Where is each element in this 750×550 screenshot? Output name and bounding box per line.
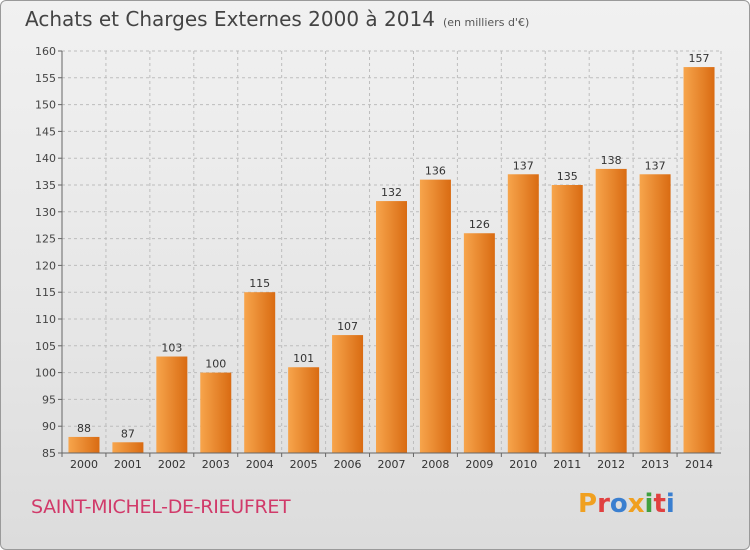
- value-label: 135: [557, 170, 578, 183]
- logo-letter: i: [665, 489, 675, 519]
- bars: 88 87 103 100 115 101 107 132 136 126 137 135 138 137…: [68, 52, 715, 454]
- axes: 85 90 95 100 105 110 115 120 125 130 135 140 145 150 1…: [35, 45, 721, 471]
- bar-2004: [244, 292, 276, 453]
- y-tick-label: 90: [42, 420, 56, 433]
- chart-unit: (en milliers d'€): [442, 16, 530, 29]
- logo-letter: t: [653, 489, 666, 519]
- value-label: 126: [469, 218, 490, 231]
- y-tick-label: 95: [42, 393, 56, 406]
- chart-title: Achats et Charges Externes 2000 à 2014 (e…: [25, 7, 529, 31]
- x-tick-label: 2014: [685, 458, 713, 471]
- value-label: 100: [205, 358, 226, 371]
- value-label: 137: [645, 159, 666, 172]
- bar-2014: [683, 67, 715, 453]
- x-tick-label: 2009: [465, 458, 493, 471]
- y-tick-label: 155: [35, 72, 56, 85]
- logo-letter: o: [609, 489, 628, 519]
- value-label: 138: [601, 154, 622, 167]
- value-label: 137: [513, 159, 534, 172]
- x-tick-label: 2001: [114, 458, 142, 471]
- bar-2002: [156, 356, 188, 453]
- logo-letter: i: [644, 489, 654, 519]
- x-tick-label: 2013: [641, 458, 669, 471]
- y-tick-label: 160: [35, 45, 56, 58]
- y-tick-label: 110: [35, 313, 56, 326]
- place-name: SAINT-MICHEL-DE-RIEUFRET: [31, 496, 291, 518]
- x-tick-label: 2002: [158, 458, 186, 471]
- value-label: 103: [161, 342, 182, 355]
- value-label: 88: [77, 422, 91, 435]
- bar-2010: [507, 174, 539, 453]
- bar-2012: [595, 168, 627, 454]
- bar-2000: [68, 436, 100, 453]
- y-tick-label: 135: [35, 179, 56, 192]
- proxiti-logo[interactable]: Proxiti: [578, 489, 675, 519]
- chart-title-text: Achats et Charges Externes 2000 à 2014: [25, 7, 435, 31]
- y-tick-label: 140: [35, 152, 56, 165]
- bar-2013: [639, 174, 671, 453]
- logo-letter: P: [578, 489, 598, 519]
- bar-2001: [112, 442, 144, 453]
- x-tick-label: 2003: [202, 458, 230, 471]
- x-tick-label: 2010: [509, 458, 537, 471]
- value-label: 132: [381, 186, 402, 199]
- bar-2009: [463, 233, 495, 453]
- logo-letter: r: [597, 489, 610, 519]
- bar-2003: [200, 372, 232, 453]
- y-tick-label: 125: [35, 233, 56, 246]
- value-label: 115: [249, 277, 270, 290]
- y-tick-label: 130: [35, 206, 56, 219]
- value-label: 157: [689, 52, 710, 65]
- x-tick-label: 2011: [553, 458, 581, 471]
- bar-2007: [376, 201, 407, 453]
- y-tick-label: 150: [35, 99, 56, 112]
- x-tick-label: 2006: [334, 458, 362, 471]
- x-tick-label: 2004: [246, 458, 274, 471]
- x-tick-label: 2005: [290, 458, 318, 471]
- y-tick-label: 105: [35, 340, 56, 353]
- value-label: 87: [121, 427, 135, 440]
- y-tick-label: 120: [35, 259, 56, 272]
- x-tick-label: 2012: [597, 458, 625, 471]
- x-tick-label: 2008: [421, 458, 449, 471]
- x-tick-label: 2007: [378, 458, 406, 471]
- y-tick-label: 145: [35, 125, 56, 138]
- bar-2005: [288, 367, 320, 453]
- value-label: 101: [293, 352, 314, 365]
- value-label: 136: [425, 165, 446, 178]
- x-tick-label: 2000: [70, 458, 98, 471]
- bar-2008: [419, 179, 451, 453]
- y-tick-label: 100: [35, 367, 56, 380]
- y-tick-label: 115: [35, 286, 56, 299]
- bar-2011: [551, 185, 583, 453]
- y-tick-label: 85: [42, 447, 56, 460]
- value-label: 107: [337, 320, 358, 333]
- logo-letter: x: [627, 489, 645, 519]
- bar-2006: [332, 335, 364, 453]
